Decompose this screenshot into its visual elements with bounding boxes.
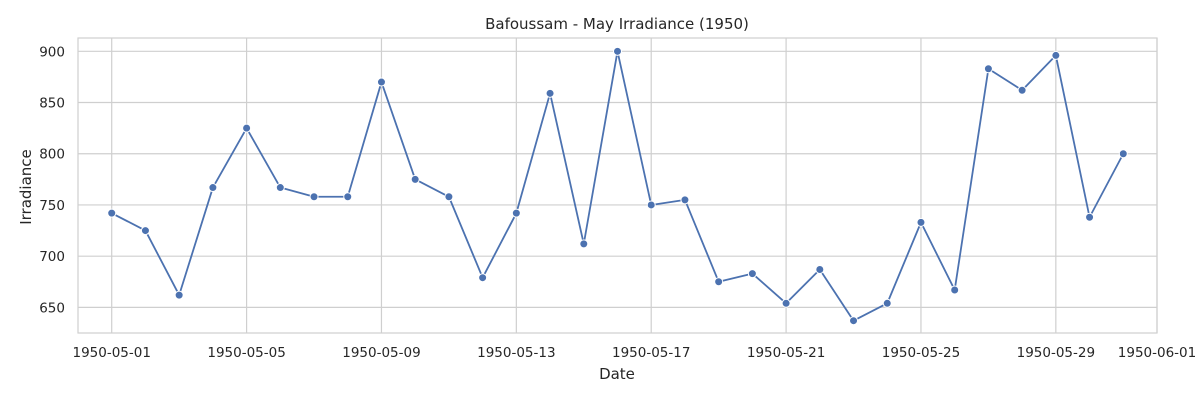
x-tick-label: 1950-05-13 (477, 345, 555, 361)
data-points (107, 46, 1128, 326)
x-tick-label: 1950-05-25 (882, 345, 960, 361)
data-point (646, 200, 656, 210)
data-point (376, 77, 386, 87)
data-point (275, 183, 285, 193)
data-point (1085, 212, 1095, 222)
data-point (983, 64, 993, 74)
data-point (1118, 149, 1128, 159)
series-line (111, 50, 1125, 322)
y-tick-label: 850 (39, 96, 65, 112)
y-tick-label: 700 (39, 249, 65, 265)
x-tick-label: 1950-05-01 (72, 345, 150, 361)
x-axis-label: Date (599, 365, 635, 383)
x-tick-label: 1950-05-09 (342, 345, 420, 361)
data-point (444, 192, 454, 202)
data-point (208, 183, 218, 193)
data-point (781, 298, 791, 308)
chart-title: Bafoussam - May Irradiance (1950) (485, 15, 749, 33)
data-point (511, 208, 521, 218)
x-tick-label: 1950-05-21 (747, 345, 825, 361)
data-point (343, 192, 353, 202)
data-point (107, 208, 117, 218)
data-point (410, 174, 420, 184)
y-tick-labels: 650 700 750 800 850 900 (39, 44, 65, 316)
x-tick-labels: 1950-05-01 1950-05-05 1950-05-09 1950-05-13… (72, 345, 1196, 361)
y-tick-label: 750 (39, 198, 65, 214)
data-point (680, 195, 690, 205)
plot-frame (77, 37, 1158, 334)
data-point (882, 298, 892, 308)
data-point (1017, 85, 1027, 95)
data-point (1051, 50, 1061, 60)
data-point (849, 316, 859, 326)
data-point (815, 264, 825, 274)
x-tick-label: 1950-06-01 (1118, 345, 1196, 361)
data-point (478, 273, 488, 283)
y-axis-label: Irradiance (17, 149, 35, 225)
x-tick-label: 1950-05-05 (207, 345, 285, 361)
y-tick-label: 900 (39, 44, 65, 60)
data-point (242, 123, 252, 133)
grid-lines (78, 38, 1158, 333)
data-point (579, 239, 589, 249)
data-point (174, 290, 184, 300)
x-tick-label: 1950-05-29 (1017, 345, 1095, 361)
data-point (747, 269, 757, 279)
data-point (950, 285, 960, 295)
data-point (916, 217, 926, 227)
data-point (714, 277, 724, 287)
data-point (140, 226, 150, 236)
data-point (545, 88, 555, 98)
y-tick-label: 650 (39, 300, 65, 316)
x-tick-label: 1950-05-17 (612, 345, 690, 361)
y-tick-label: 800 (39, 147, 65, 163)
data-point (613, 46, 622, 56)
data-point (309, 192, 319, 202)
